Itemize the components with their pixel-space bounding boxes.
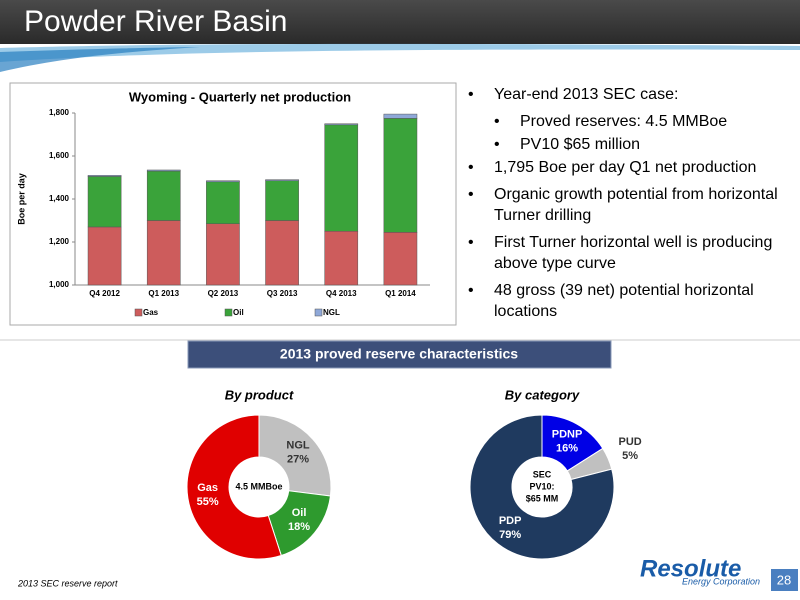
legend-swatch (224, 308, 233, 317)
donut-slice (186, 414, 282, 560)
slice-label: Gas (197, 482, 218, 494)
center-label: PV10: (529, 481, 554, 491)
bullet: First Turner horizontal well is producin… (466, 232, 791, 274)
bullet-item: 48 gross (39 net) potential horizontal l… (466, 280, 791, 322)
slice-label: PUD (618, 436, 641, 448)
y-tick-label: 1,800 (49, 108, 70, 117)
x-tick-label: Q1 2013 (148, 289, 179, 298)
bar-segment (206, 223, 240, 286)
header-swoosh (0, 43, 800, 62)
bar-segment (87, 175, 122, 177)
bullet: 48 gross (39 net) potential horizontal l… (466, 280, 791, 322)
header-swoosh (0, 47, 200, 72)
y-tick-label: 1,600 (49, 151, 70, 160)
slice-value: 55% (197, 496, 219, 508)
y-tick-label: 1,200 (49, 237, 70, 246)
center-label: $65 MM (526, 493, 559, 503)
bar-segment (383, 118, 418, 233)
donut-slice (258, 414, 332, 497)
logo: Resolute (640, 555, 741, 582)
bullet-item: Organic growth potential from horizontal… (466, 184, 791, 226)
x-tick-label: Q4 2013 (326, 289, 357, 298)
slice-label: NGL (286, 440, 310, 452)
banner (187, 340, 612, 369)
center-label: SEC (533, 469, 552, 479)
bar-segment (87, 176, 122, 228)
donut-slice (469, 414, 615, 560)
bar-segment (265, 220, 299, 286)
donut-hole (230, 458, 288, 516)
bullet-item: First Turner horizontal well is producin… (466, 232, 791, 274)
bar-segment (206, 181, 240, 224)
bar-segment (206, 180, 240, 183)
donut-hole (513, 458, 571, 516)
slice-value: 79% (499, 529, 521, 541)
legend-swatch (314, 308, 323, 317)
header-band (0, 0, 800, 44)
bar-segment (324, 123, 359, 126)
bar-segment (324, 231, 359, 286)
slice-label: PDP (499, 515, 522, 527)
bar-segment (265, 180, 299, 221)
page-box (771, 569, 798, 591)
bullet-item: Year-end 2013 SEC case: Proved reserves: … (466, 84, 791, 155)
slice-value: 5% (622, 450, 638, 462)
donut-title: By category (505, 387, 580, 402)
bar-segment (146, 169, 181, 172)
x-tick-label: Q3 2013 (267, 289, 298, 298)
bar-segment (324, 124, 359, 232)
sub-bullet: Proved reserves: 4.5 MMBoe (492, 111, 791, 132)
bar-segment (383, 113, 418, 119)
y-tick-label: 1,400 (49, 194, 70, 203)
legend-label: Gas (143, 308, 159, 317)
bar-segment (265, 179, 299, 181)
slice-value: 27% (287, 454, 309, 466)
footer-note: 2013 SEC reserve report (17, 578, 118, 588)
slice-value: 16% (556, 442, 578, 454)
bar-segment (87, 226, 122, 286)
bullet: Organic growth potential from horizontal… (466, 184, 791, 226)
bullet: 1,795 Boe per day Q1 net production (466, 157, 791, 178)
slice-label: Oil (292, 507, 307, 519)
legend-label: NGL (323, 308, 340, 317)
sub-bullet: PV10 $65 million (492, 134, 791, 155)
page-number: 28 (777, 572, 791, 587)
bullet-list: Year-end 2013 SEC case: Proved reserves: … (466, 84, 791, 328)
slice-label: PDNP (552, 428, 583, 440)
sub-list: Proved reserves: 4.5 MMBoePV10 $65 milli… (466, 111, 791, 155)
x-tick-label: Q4 2012 (89, 289, 120, 298)
bar-segment (146, 220, 181, 286)
slide-title: Powder River Basin (24, 5, 287, 38)
x-tick-label: Q1 2014 (385, 289, 416, 298)
logo-sub: Energy Corporation (682, 576, 760, 586)
bar-segment (383, 232, 418, 286)
donut-title: By product (225, 387, 294, 402)
chart-title: Wyoming - Quarterly net production (129, 89, 351, 104)
bullet: Year-end 2013 SEC case: (466, 84, 791, 105)
bar-segment (146, 170, 181, 221)
bullet-item: 1,795 Boe per day Q1 net production (466, 157, 791, 178)
y-axis-label: Boe per day (16, 173, 26, 225)
legend-label: Oil (233, 308, 244, 317)
slice-value: 18% (288, 521, 310, 533)
y-tick-label: 1,000 (49, 280, 70, 289)
banner-title: 2013 proved reserve characteristics (280, 346, 518, 362)
x-tick-label: Q2 2013 (208, 289, 239, 298)
center-label: 4.5 MMBoe (235, 481, 282, 491)
legend-swatch (134, 308, 143, 317)
